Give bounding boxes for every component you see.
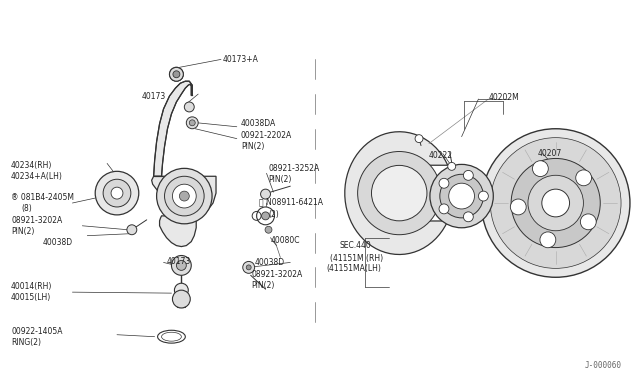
Text: 40080C: 40080C xyxy=(271,236,300,245)
Text: 40038DA: 40038DA xyxy=(241,119,276,128)
Polygon shape xyxy=(159,216,196,247)
Circle shape xyxy=(164,176,204,216)
Text: 00921-2202A: 00921-2202A xyxy=(241,131,292,140)
Text: J-000060: J-000060 xyxy=(585,362,622,371)
Text: SEC.440: SEC.440 xyxy=(340,241,372,250)
Circle shape xyxy=(510,199,526,215)
Circle shape xyxy=(528,175,584,231)
Text: 08921-3202A: 08921-3202A xyxy=(252,270,303,279)
Text: 40015(LH): 40015(LH) xyxy=(11,293,51,302)
Text: 40234(RH): 40234(RH) xyxy=(11,161,52,170)
Circle shape xyxy=(371,166,427,221)
Circle shape xyxy=(179,191,189,201)
Polygon shape xyxy=(154,81,192,176)
Circle shape xyxy=(511,158,600,248)
Text: 40222: 40222 xyxy=(429,151,453,160)
Text: 40207: 40207 xyxy=(538,148,562,158)
Circle shape xyxy=(448,163,456,170)
Circle shape xyxy=(463,170,474,180)
Circle shape xyxy=(170,67,183,81)
Text: 40202M: 40202M xyxy=(488,93,519,102)
Text: 40234+A(LH): 40234+A(LH) xyxy=(11,172,63,181)
Text: PIN(2): PIN(2) xyxy=(252,281,275,290)
Circle shape xyxy=(532,161,548,177)
Circle shape xyxy=(103,179,131,207)
Circle shape xyxy=(243,262,255,273)
Text: (41151M (RH): (41151M (RH) xyxy=(330,253,383,263)
Text: (8): (8) xyxy=(21,204,32,213)
Text: Ⓝ N08911-6421A: Ⓝ N08911-6421A xyxy=(259,197,323,206)
Circle shape xyxy=(430,164,493,228)
Circle shape xyxy=(172,70,180,78)
Circle shape xyxy=(111,187,123,199)
Circle shape xyxy=(186,117,198,129)
Circle shape xyxy=(358,151,441,235)
Text: 40173+A: 40173+A xyxy=(223,55,259,64)
Text: (2): (2) xyxy=(269,210,279,219)
Circle shape xyxy=(184,102,194,112)
Text: PIN(2): PIN(2) xyxy=(269,175,292,184)
Circle shape xyxy=(172,184,196,208)
Circle shape xyxy=(260,189,271,199)
Ellipse shape xyxy=(161,332,181,341)
Circle shape xyxy=(257,207,275,225)
Circle shape xyxy=(415,135,423,142)
Text: 40038D: 40038D xyxy=(43,238,73,247)
Text: RING(2): RING(2) xyxy=(11,338,41,347)
Text: (41151MA(LH): (41151MA(LH) xyxy=(326,264,381,273)
Circle shape xyxy=(463,212,474,222)
Text: PIN(2): PIN(2) xyxy=(241,142,264,151)
Circle shape xyxy=(95,171,139,215)
Circle shape xyxy=(479,191,488,201)
Circle shape xyxy=(189,120,195,126)
Circle shape xyxy=(481,129,630,277)
Circle shape xyxy=(576,170,591,186)
Text: 40014(RH): 40014(RH) xyxy=(11,282,52,291)
Text: PIN(2): PIN(2) xyxy=(11,227,35,236)
Circle shape xyxy=(172,256,191,275)
Text: ® 081B4-2405M: ® 081B4-2405M xyxy=(11,193,74,202)
Circle shape xyxy=(540,232,556,248)
Circle shape xyxy=(439,178,449,188)
Circle shape xyxy=(439,204,449,214)
Text: 08921-3202A: 08921-3202A xyxy=(11,216,62,225)
Circle shape xyxy=(262,212,269,220)
Polygon shape xyxy=(345,132,448,254)
Circle shape xyxy=(246,265,251,270)
Circle shape xyxy=(172,290,190,308)
Circle shape xyxy=(177,260,186,270)
Text: 00922-1405A: 00922-1405A xyxy=(11,327,63,336)
Circle shape xyxy=(542,189,570,217)
Text: 40173: 40173 xyxy=(141,92,166,101)
Circle shape xyxy=(440,174,483,218)
Text: 40038D: 40038D xyxy=(255,259,285,267)
Circle shape xyxy=(580,214,596,230)
Circle shape xyxy=(127,225,137,235)
Circle shape xyxy=(157,169,212,224)
Circle shape xyxy=(170,67,183,81)
Circle shape xyxy=(490,138,621,268)
Circle shape xyxy=(173,71,180,78)
Text: 08921-3252A: 08921-3252A xyxy=(269,164,320,173)
Polygon shape xyxy=(152,176,216,218)
Circle shape xyxy=(265,226,272,233)
Circle shape xyxy=(449,183,474,209)
Circle shape xyxy=(175,283,188,297)
Text: 40173: 40173 xyxy=(166,257,191,266)
